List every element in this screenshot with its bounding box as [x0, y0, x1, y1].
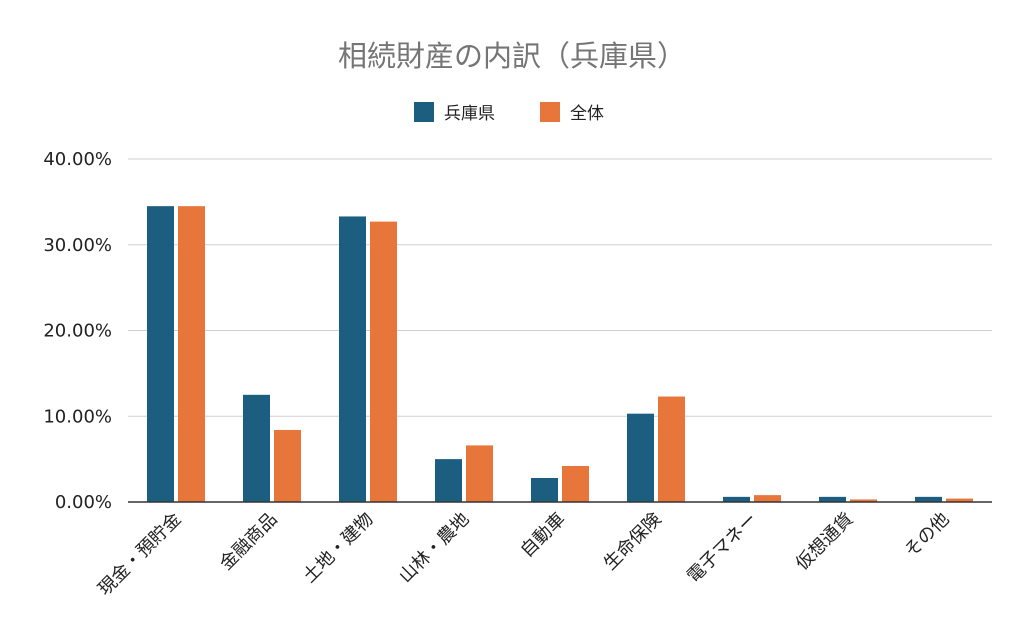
x-tick-label: 土地・建物: [299, 509, 377, 587]
x-tick-label: 電子マネー: [683, 509, 761, 587]
bar-hyogo: [723, 496, 750, 502]
chart-title: 相続財産の内訳（兵庫県）: [338, 39, 686, 73]
y-tick-label: 0.00%: [55, 492, 112, 513]
x-tick-label: 仮想通貨: [792, 509, 858, 575]
bar-hyogo: [435, 459, 462, 502]
x-tick-label: 自動車: [517, 509, 570, 562]
bar-total: [658, 396, 685, 502]
bar-total: [946, 498, 973, 502]
bar-hyogo: [243, 394, 270, 502]
legend: 兵庫県 全体: [414, 102, 604, 124]
x-tick-label: 生命保険: [600, 509, 666, 575]
bar-total: [562, 465, 589, 502]
legend-swatch: [540, 102, 560, 122]
bar-hyogo: [339, 216, 366, 502]
bar-hyogo: [819, 496, 846, 502]
legend-label: 全体: [570, 104, 604, 124]
bar-hyogo: [147, 206, 174, 502]
x-axis-ticks: 現金・預貯金 金融商品 土地・建物 山林・農地 自動車 生命保険 電子マネー 仮想通貨 その他: [94, 509, 953, 600]
bar-total: [178, 206, 205, 502]
x-tick-label: 山林・農地: [395, 509, 473, 587]
bar-total: [466, 445, 493, 502]
bar-hyogo: [915, 496, 942, 502]
bar-total: [754, 495, 781, 502]
gridlines: [128, 158, 992, 417]
bar-hyogo: [627, 413, 654, 502]
y-tick-label: 20.00%: [43, 321, 112, 342]
legend-label: 兵庫県: [444, 104, 495, 124]
bar-total: [274, 429, 301, 502]
x-tick-label: 金融商品: [216, 509, 282, 575]
bar-hyogo: [531, 477, 558, 502]
bar-total: [850, 499, 877, 502]
x-tick-label: 現金・預貯金: [94, 509, 185, 600]
bar-total: [370, 221, 397, 502]
y-axis-ticks: 0.00% 10.00% 20.00% 30.00% 40.00%: [43, 149, 112, 513]
y-tick-label: 30.00%: [43, 235, 112, 256]
legend-swatch: [414, 102, 434, 122]
y-tick-label: 10.00%: [43, 406, 112, 427]
y-tick-label: 40.00%: [43, 149, 112, 170]
x-tick-label: その他: [901, 509, 954, 562]
bars: [147, 206, 973, 502]
